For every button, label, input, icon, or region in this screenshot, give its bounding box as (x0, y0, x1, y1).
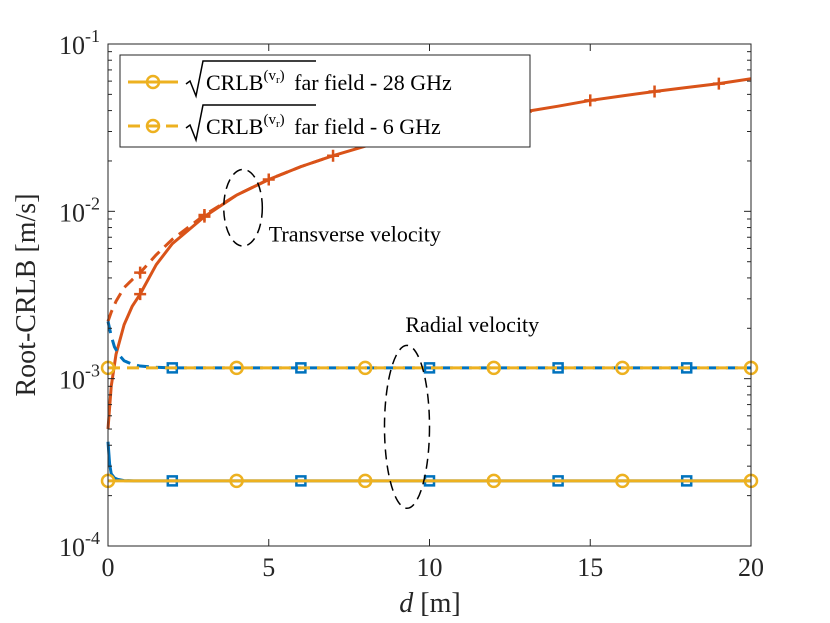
legend-marker-2 (145, 118, 161, 134)
legend-label-1: CRLB(vr) far field - 28 GHz (206, 68, 452, 95)
legend-marker-1 (145, 74, 161, 90)
annotation-text-2: Radial velocity (405, 312, 539, 337)
x-tick-label-2: 5 (262, 553, 275, 582)
x-tick-label-5: 20 (738, 553, 764, 582)
legend-entry-1: CRLB(vr) far field - 28 GHz (128, 60, 452, 99)
sqrt-icon (185, 104, 316, 143)
y-axis-title: Root-CRLB [m/s] (11, 193, 42, 396)
series-6-marker-2 (229, 360, 244, 376)
annotation-ellipse-2 (383, 344, 431, 510)
series-2-line (106, 154, 334, 322)
series-5-marker-5 (615, 473, 630, 489)
legend: CRLB(vr) far field - 28 GHz CRLB(vr) far … (119, 54, 531, 148)
series-1-marker-1 (134, 288, 147, 301)
legend-label-2: CRLB(vr) far field - 6 GHz (206, 112, 441, 139)
series-6-marker-5 (615, 360, 630, 376)
legend-entry-2: CRLB(vr) far field - 6 GHz (128, 104, 441, 143)
x-axis-var: d (399, 588, 414, 619)
sqrt-icon (185, 60, 316, 99)
series-1-line (106, 77, 752, 430)
y-tick-label-3: 10-2 (59, 193, 100, 227)
y-tick-label-4: 10-1 (59, 26, 100, 60)
annotation-ellipse-1 (222, 168, 264, 247)
series-5-marker-3 (357, 473, 373, 489)
y-tick-label-2: 10-3 (59, 361, 100, 395)
series-2-marker-2 (198, 209, 211, 222)
x-tick-label-1: 0 (102, 553, 115, 582)
series-1-marker-9 (648, 85, 661, 98)
legend-box (119, 54, 531, 148)
series-2 (106, 154, 334, 322)
annotation-text-1: Transverse velocity (269, 222, 441, 247)
x-axis-title: d [m] (399, 588, 460, 619)
tick-layer: 0 5 10 15 20 10-4 10-3 10-2 10-1 (59, 26, 764, 582)
series-6-marker-3 (357, 360, 373, 376)
series-6-marker-4 (486, 360, 502, 376)
x-tick-label-4: 15 (577, 553, 603, 582)
series-1-marker-4 (327, 149, 340, 162)
y-tick-label-1: 10-4 (59, 528, 100, 562)
series-2-marker-1 (134, 266, 147, 279)
series-1-marker-8 (584, 94, 597, 107)
series-5-marker-4 (486, 473, 502, 489)
x-tick-label-3: 10 (417, 553, 443, 582)
series-1-marker-10 (712, 77, 725, 90)
series-5-marker-2 (229, 473, 244, 489)
annotation-layer: Transverse velocity Radial velocity (222, 168, 539, 510)
x-axis-unit: [m] (420, 588, 460, 619)
